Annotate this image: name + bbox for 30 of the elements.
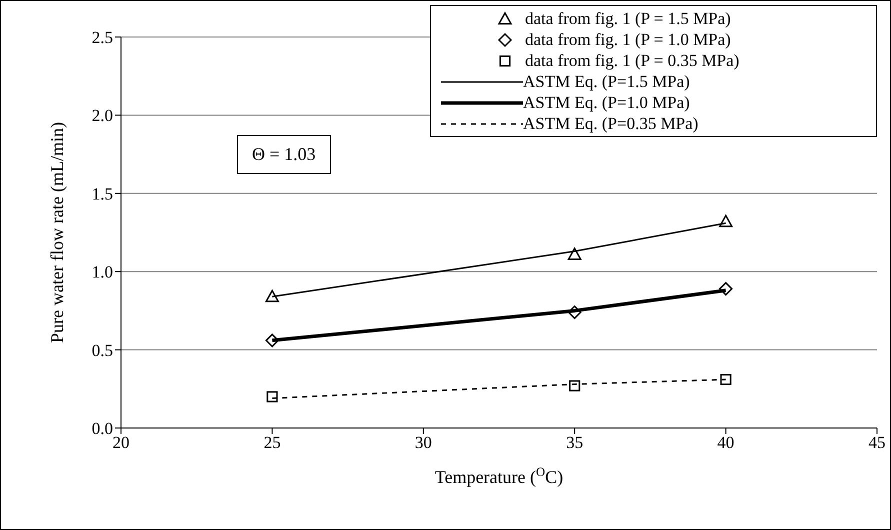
x-tick-label: 25 <box>264 433 281 452</box>
y-tick-label: 1.5 <box>92 184 113 204</box>
y-tick-label: 0.5 <box>92 340 113 360</box>
legend-label: data from fig. 1 (P = 1.0 MPa) <box>525 30 731 50</box>
legend-label: ASTM Eq. (P=1.5 MPa) <box>523 72 690 92</box>
point <box>265 290 279 302</box>
point <box>568 306 582 320</box>
point <box>720 374 732 386</box>
point <box>266 391 278 402</box>
point <box>569 380 580 392</box>
point <box>719 282 733 296</box>
legend-label: data from fig. 1 (P = 1.5 MPa) <box>525 8 731 28</box>
y-axis-title: Pure water flow rate (mL/min) <box>47 122 67 343</box>
legend-label: data from fig. 1 (P = 0.35 MPa) <box>525 50 740 70</box>
legend-label: ASTM Eq. (P=1.0 MPa) <box>523 92 690 112</box>
legend-label: ASTM Eq. (P=0.35 MPa) <box>523 114 698 134</box>
point <box>568 248 582 260</box>
x-axis-title: Temperature ($^{O}$C) <box>434 465 564 487</box>
point <box>265 334 279 348</box>
point <box>719 214 733 228</box>
y-tick-label: 2.0 <box>92 106 113 126</box>
x-tick-label: 35 <box>566 433 584 452</box>
x-tick-label: 40 <box>717 433 734 452</box>
annotation: Θ = 1.03 <box>237 135 331 174</box>
y-tick-label: 0.0 <box>92 419 113 438</box>
y-tick-label: 2.5 <box>92 28 113 48</box>
x-tick-label: 45 <box>868 433 886 452</box>
y-tick-label: 1.0 <box>92 262 113 282</box>
x-tick-label: 30 <box>414 433 432 452</box>
x-tick-label: 20 <box>112 433 130 452</box>
